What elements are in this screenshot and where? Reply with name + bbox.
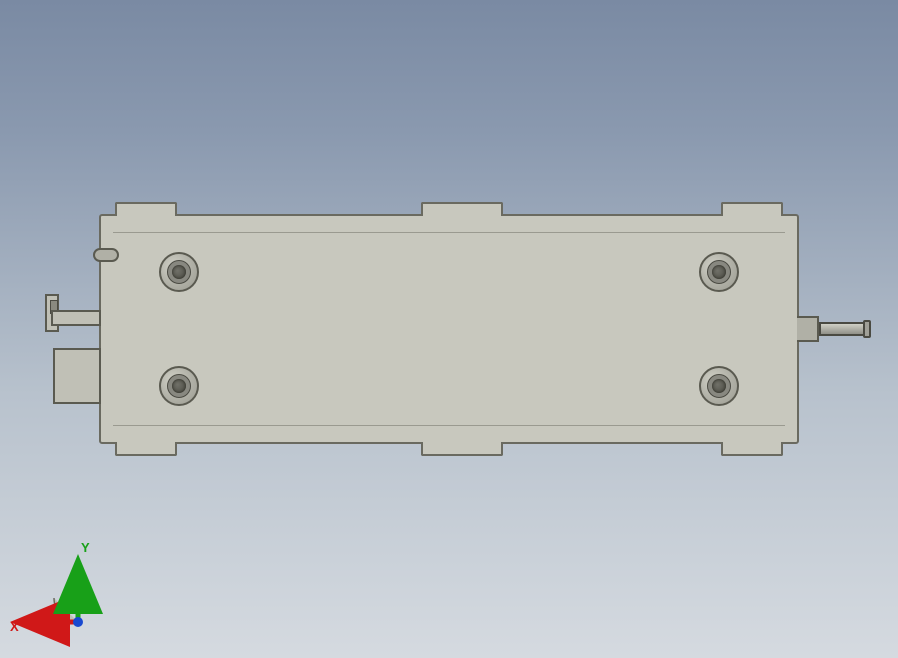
model-stud — [93, 248, 119, 262]
model-edge-line-bot — [113, 425, 785, 426]
triad-svg — [14, 544, 114, 644]
shaft-cap — [863, 320, 871, 338]
model-tab-top-mid — [421, 202, 503, 216]
model-screw-bot-left — [159, 366, 199, 406]
model-edge-line-top — [113, 232, 785, 233]
model-screw-top-left — [159, 252, 199, 292]
model-tab-top-right — [721, 202, 783, 216]
orientation-triad[interactable]: X Y — [14, 544, 114, 644]
shaft-base — [797, 316, 819, 342]
model-tab-bot-mid — [421, 442, 503, 456]
model-body — [99, 214, 799, 444]
bracket-top-bar — [51, 310, 101, 326]
model-screw-bot-right — [699, 366, 739, 406]
triad-origin-sphere — [54, 598, 78, 622]
triad-y-label: Y — [81, 540, 90, 555]
model-tab-bot-right — [721, 442, 783, 456]
cad-model[interactable] — [99, 214, 799, 444]
model-screw-top-right — [699, 252, 739, 292]
triad-x-label: X — [10, 619, 19, 634]
model-left-bracket — [45, 292, 101, 404]
triad-z-axis — [73, 617, 83, 627]
model-tab-top-left — [115, 202, 177, 216]
model-tab-bot-left — [115, 442, 177, 456]
cad-viewport[interactable]: X Y — [0, 0, 898, 658]
model-shaft — [797, 316, 871, 342]
bracket-body — [53, 348, 101, 404]
